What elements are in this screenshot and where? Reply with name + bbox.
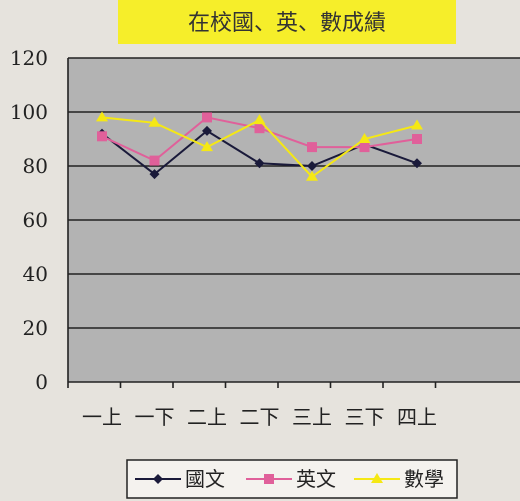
- data-point: [412, 134, 422, 144]
- data-point: [253, 114, 266, 125]
- data-point: [202, 125, 212, 136]
- data-point: [96, 111, 108, 122]
- data-point: [359, 142, 370, 153]
- y-tick-label: 20: [23, 316, 48, 340]
- y-tick-label: 80: [23, 154, 48, 178]
- y-tick-label: 120: [10, 46, 48, 70]
- data-point: [97, 131, 107, 142]
- x-tick-label: 三下: [345, 405, 385, 429]
- legend-items: 國文 英文 數學: [135, 467, 444, 491]
- legend-item: 英文: [246, 467, 336, 491]
- series-2: [96, 111, 423, 181]
- legend-item: 數學: [354, 467, 444, 491]
- legend-marker: [264, 474, 274, 484]
- x-tick-label: 二上: [187, 405, 227, 429]
- y-tick-label: 60: [23, 208, 48, 232]
- x-tick-label: 三上: [292, 405, 332, 429]
- data-point: [201, 141, 213, 152]
- y-tick-label: 0: [35, 370, 48, 394]
- y-tick-label: 40: [23, 262, 48, 286]
- data-point: [306, 170, 318, 181]
- data-point: [358, 133, 371, 143]
- y-tick-label: 100: [10, 100, 48, 124]
- legend-label: 英文: [296, 467, 336, 491]
- data-point: [202, 112, 212, 123]
- x-tick-label: 二下: [240, 405, 280, 429]
- legend-marker: [153, 474, 163, 484]
- data-point: [148, 116, 161, 127]
- data-point: [254, 158, 265, 169]
- data-point: [412, 158, 422, 169]
- legend-item: 國文: [135, 467, 225, 491]
- chart-title: 在校國、英、數成績: [188, 11, 386, 36]
- legend-label: 國文: [185, 467, 225, 491]
- data-point: [411, 119, 423, 130]
- data-point: [307, 142, 317, 153]
- x-axis-ticks: 一上 一下 二上 二下 三上 三下 四上: [67, 382, 437, 429]
- legend-marker: [371, 473, 383, 483]
- legend-label: 數學: [404, 467, 444, 491]
- data-point: [307, 161, 317, 171]
- series-group: [96, 111, 423, 181]
- data-point: [149, 155, 160, 166]
- x-tick-label: 一上: [82, 405, 122, 429]
- series-1: [97, 112, 422, 166]
- data-point: [149, 169, 160, 180]
- data-point: [254, 123, 265, 134]
- x-tick-label: 一下: [135, 405, 175, 429]
- x-tick-label: 四上: [397, 405, 437, 429]
- chart-title-background: [118, 0, 456, 44]
- y-axis-ticks: 0 20 40 60 80 100 120: [10, 46, 48, 394]
